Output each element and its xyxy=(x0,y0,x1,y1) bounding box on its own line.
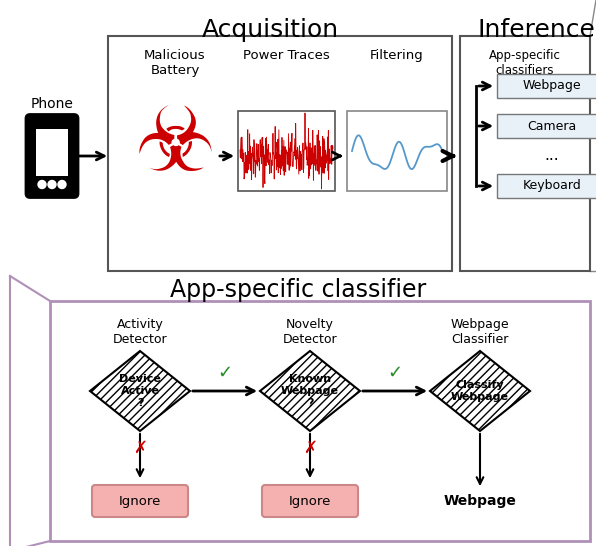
Bar xyxy=(108,36,452,271)
Bar xyxy=(36,128,68,175)
Bar xyxy=(497,114,596,138)
Text: App-specific
classifiers: App-specific classifiers xyxy=(489,49,561,77)
Bar xyxy=(238,111,335,191)
Text: ✓: ✓ xyxy=(387,364,402,382)
Text: ...: ... xyxy=(545,149,559,163)
FancyBboxPatch shape xyxy=(26,115,78,198)
Text: Webpage: Webpage xyxy=(443,494,517,508)
Text: Keyboard: Keyboard xyxy=(523,180,581,193)
Text: ✗: ✗ xyxy=(133,439,147,457)
Text: Webpage: Webpage xyxy=(523,80,581,92)
Bar xyxy=(50,301,590,541)
Text: Novelty
Detector: Novelty Detector xyxy=(283,318,337,346)
Bar xyxy=(460,36,590,271)
Circle shape xyxy=(48,181,56,188)
FancyBboxPatch shape xyxy=(92,485,188,517)
Polygon shape xyxy=(430,351,530,431)
Bar xyxy=(347,111,447,191)
Text: ✓: ✓ xyxy=(218,364,232,382)
Text: ☣: ☣ xyxy=(135,102,215,190)
Circle shape xyxy=(38,181,46,188)
Text: Malicious
Battery: Malicious Battery xyxy=(144,49,206,77)
Text: App-specific classifier: App-specific classifier xyxy=(170,278,426,302)
Text: Ignore: Ignore xyxy=(119,495,161,507)
Circle shape xyxy=(58,181,66,188)
Bar xyxy=(497,74,596,98)
Polygon shape xyxy=(90,351,190,431)
Text: ✗: ✗ xyxy=(303,439,317,457)
Polygon shape xyxy=(260,351,360,431)
Text: Acquisition: Acquisition xyxy=(201,18,339,42)
Text: Filtering: Filtering xyxy=(370,49,424,62)
Text: Inference: Inference xyxy=(477,18,595,42)
Text: Known
Webpage
?: Known Webpage ? xyxy=(281,375,339,408)
Text: Phone: Phone xyxy=(30,97,73,110)
Text: Ignore: Ignore xyxy=(289,495,331,507)
Text: Device
Active
?: Device Active ? xyxy=(119,375,161,408)
Text: Classify
Webpage: Classify Webpage xyxy=(451,380,509,402)
Text: Webpage
Classifier: Webpage Classifier xyxy=(451,318,510,346)
Text: Activity
Detector: Activity Detector xyxy=(113,318,167,346)
FancyBboxPatch shape xyxy=(262,485,358,517)
Text: Power Traces: Power Traces xyxy=(243,49,330,62)
Text: Camera: Camera xyxy=(527,120,576,133)
Bar xyxy=(497,174,596,198)
